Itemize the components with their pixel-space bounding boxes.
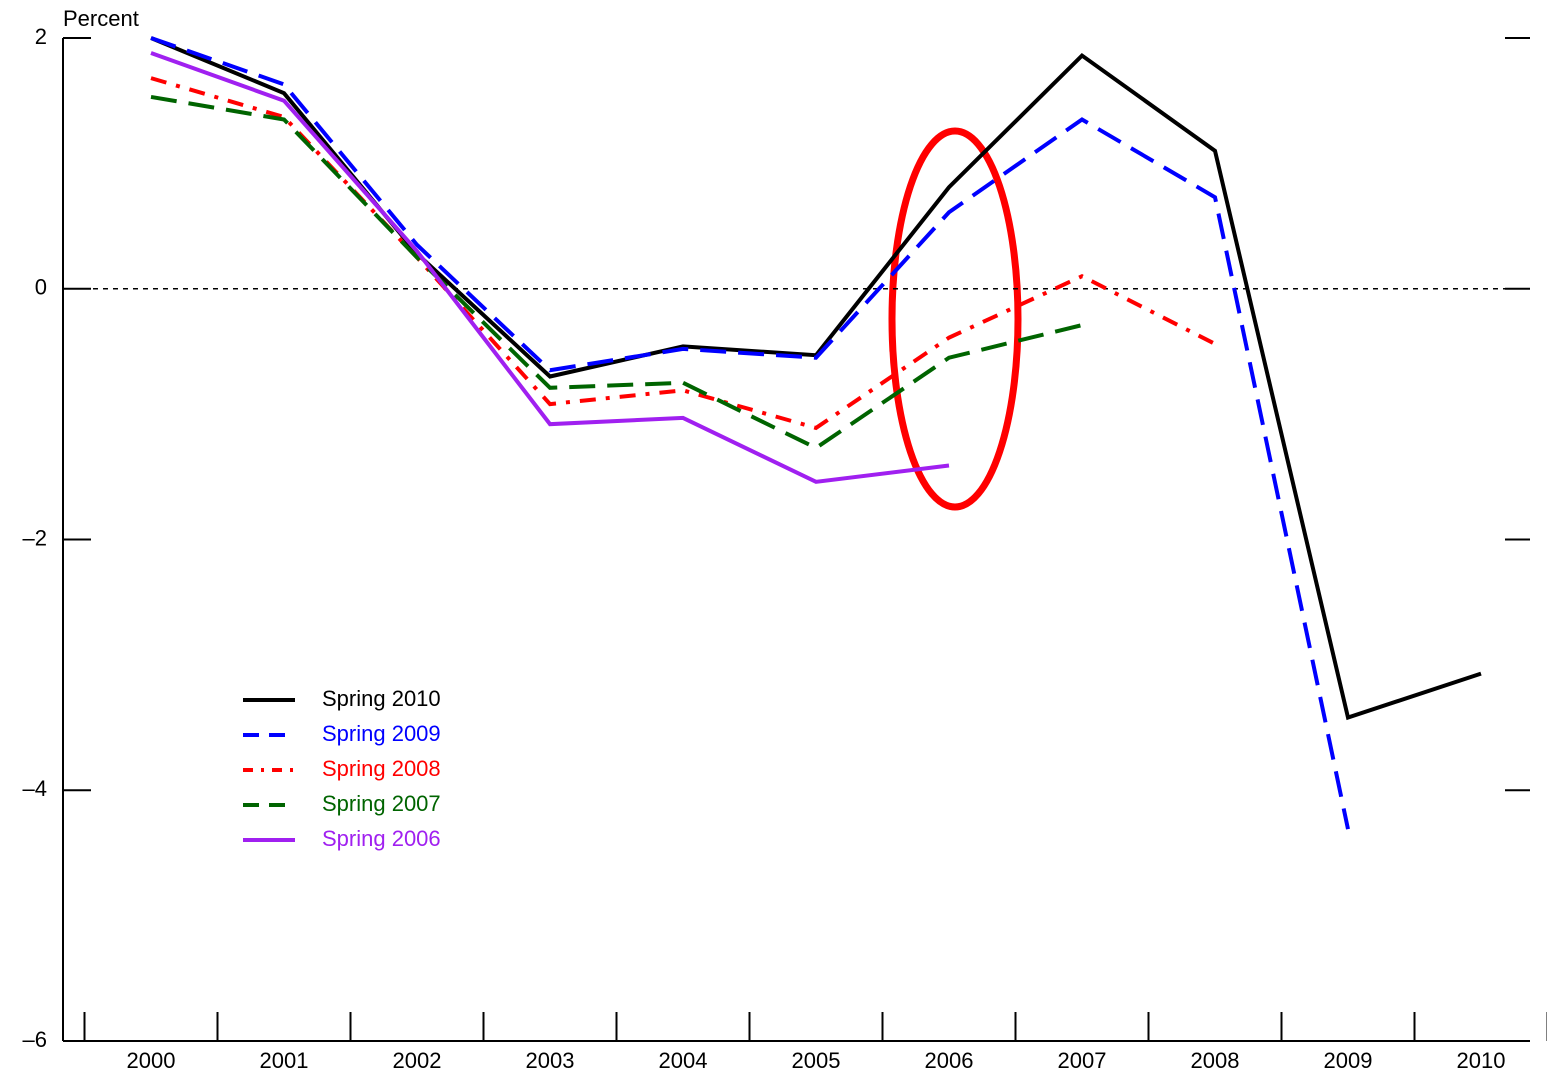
x-tick-label: 2007: [1058, 1048, 1107, 1073]
y-tick-label: –2: [23, 525, 47, 550]
x-tick-label: 2001: [260, 1048, 309, 1073]
x-tick-label: 2008: [1191, 1048, 1240, 1073]
series-line: [150, 94, 1083, 451]
x-tick-label: 2009: [1324, 1048, 1373, 1073]
legend-label: Spring 2009: [322, 721, 441, 746]
y-tick-label: –6: [23, 1027, 47, 1052]
legend-label: Spring 2008: [322, 756, 441, 781]
x-tick-label: 2006: [925, 1048, 974, 1073]
y-tick-label: –4: [23, 776, 47, 801]
x-tick-label: 2005: [792, 1048, 841, 1073]
x-tick-label: 2010: [1457, 1048, 1506, 1073]
highlight-ellipse: [888, 127, 1022, 511]
series-line: [150, 36, 1482, 721]
x-tick-label: 2000: [127, 1048, 176, 1073]
series-line: [150, 36, 1350, 830]
legend-label: Spring 2006: [322, 826, 441, 851]
y-tick-label: 2: [35, 24, 47, 49]
legend-label: Spring 2007: [322, 791, 441, 816]
legend-label: Spring 2010: [322, 686, 441, 711]
y-axis-label: Percent: [63, 6, 139, 31]
series-line: [150, 51, 950, 484]
x-tick-label: 2002: [393, 1048, 442, 1073]
x-tick-label: 2004: [659, 1048, 708, 1073]
y-tick-label: 0: [35, 275, 47, 300]
x-tick-label: 2003: [526, 1048, 575, 1073]
